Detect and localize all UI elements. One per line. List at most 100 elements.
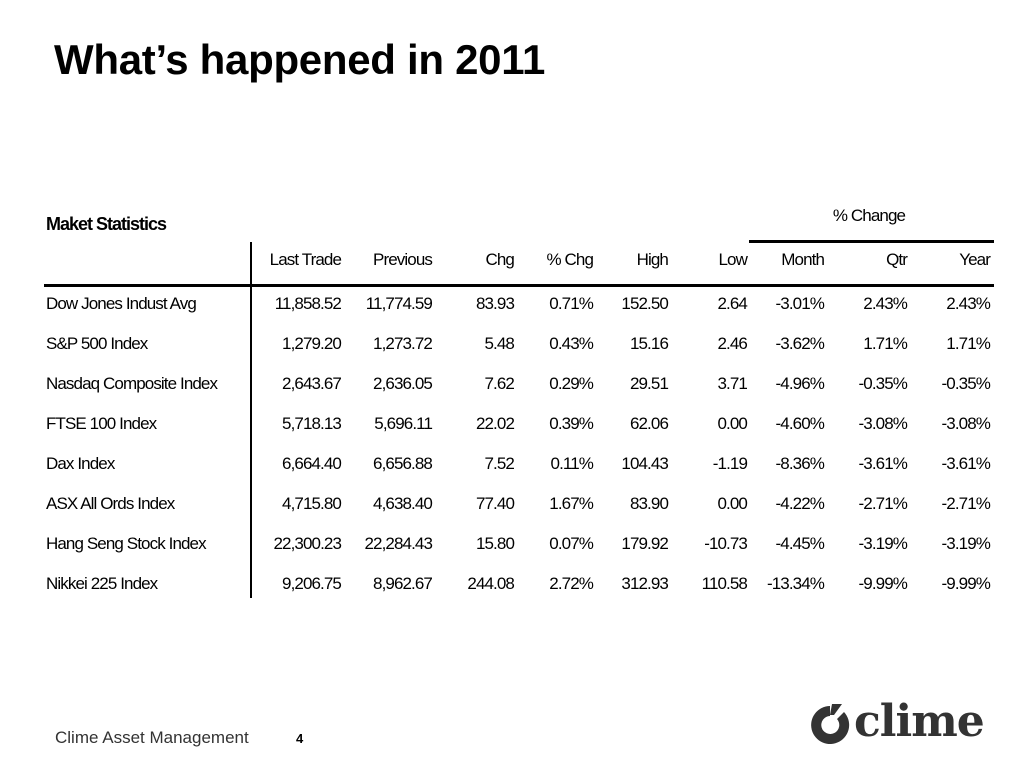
column-header: % Chg	[546, 250, 593, 269]
footer-company-name: Clime Asset Management	[55, 728, 249, 747]
table-cell: 2.43%	[863, 294, 908, 313]
column-header: Low	[718, 250, 748, 269]
table-cell: 83.90	[629, 494, 669, 513]
table-cell: 2,636.05	[373, 374, 433, 393]
table-cell: 0.00	[717, 494, 748, 513]
row-label: Hang Seng Stock Index	[46, 534, 207, 553]
table-cell: 5.48	[484, 334, 515, 353]
clime-logo-mark-icon	[811, 704, 850, 744]
table-row: S&P 500 Index 1,279.20 1,273.72 5.48 0.4…	[44, 328, 994, 368]
table-cell: -3.61%	[941, 454, 991, 473]
table-row: Nasdaq Composite Index 2,643.67 2,636.05…	[44, 368, 994, 408]
table-cell: 83.93	[475, 294, 515, 313]
table-row: Nikkei 225 Index 9,206.75 8,962.67 244.0…	[44, 568, 994, 608]
table-cell: -3.08%	[858, 414, 908, 433]
table-cell: -1.19	[712, 454, 748, 473]
table-cell: 1,273.72	[373, 334, 433, 353]
table-row: Hang Seng Stock Index 22,300.23 22,284.4…	[44, 528, 994, 568]
table-cell: 2.64	[717, 294, 748, 313]
column-header: Qtr	[886, 250, 908, 269]
percent-change-rule	[749, 240, 994, 243]
table-cell: 244.08	[467, 574, 515, 593]
table-cell: 7.52	[484, 454, 515, 473]
table-cell: -0.35%	[941, 374, 991, 393]
table-cell: 0.11%	[550, 454, 594, 473]
table-cell: 15.16	[629, 334, 669, 353]
row-label: Dow Jones Indust Avg	[46, 294, 197, 313]
table-cell: -3.62%	[775, 334, 825, 353]
row-label: Dax Index	[46, 454, 115, 473]
table-cell: 0.43%	[549, 334, 594, 353]
table-cell: 110.58	[701, 574, 748, 593]
table-cell: 1,279.20	[282, 334, 342, 353]
table-row: FTSE 100 Index 5,718.13 5,696.11 22.02 0…	[44, 408, 994, 448]
column-header: Last Trade	[269, 250, 342, 269]
table-cell: -13.34%	[766, 574, 825, 593]
table-cell: 1.71%	[863, 334, 908, 353]
clime-wordmark: clime	[854, 696, 985, 747]
row-label-divider	[250, 242, 252, 598]
table-cell: -9.99%	[858, 574, 908, 593]
table-cell: 179.92	[621, 534, 669, 553]
table-cell: 2.46	[717, 334, 748, 353]
table-cell: 2,643.67	[282, 374, 342, 393]
table-cell: 22.02	[475, 414, 515, 433]
column-header: Chg	[485, 250, 515, 269]
table-cell: 0.71%	[549, 294, 594, 313]
row-label: Nasdaq Composite Index	[46, 374, 218, 393]
row-label: FTSE 100 Index	[46, 414, 157, 433]
column-header: Previous	[373, 250, 433, 269]
table-row: ASX All Ords Index 4,715.80 4,638.40 77.…	[44, 488, 994, 528]
table-cell: 11,858.52	[274, 294, 342, 313]
table-body: Dow Jones Indust Avg 11,858.52 11,774.59…	[44, 288, 994, 608]
column-header: Month	[781, 250, 825, 269]
table-cell: 1.71%	[946, 334, 991, 353]
table-cell: -3.01%	[775, 294, 825, 313]
table-cell: 62.06	[629, 414, 669, 433]
column-header: Year	[959, 250, 991, 269]
table-cell: 0.39%	[549, 414, 594, 433]
table-cell: -3.19%	[941, 534, 991, 553]
table-cell: -2.71%	[941, 494, 991, 513]
table-cell: 2.72%	[549, 574, 594, 593]
table-cell: -3.61%	[858, 454, 908, 473]
table-cell: -4.96%	[775, 374, 825, 393]
column-header: High	[636, 250, 669, 269]
table-cell: -3.19%	[858, 534, 908, 553]
table-cell: 312.93	[621, 574, 669, 593]
table-cell: 22,284.43	[364, 534, 432, 553]
row-label: ASX All Ords Index	[46, 494, 175, 513]
percent-change-group-header: % Change	[832, 206, 906, 225]
column-headers: Last Trade Previous Chg % Chg High Low M…	[44, 250, 994, 278]
row-label: S&P 500 Index	[46, 334, 148, 353]
table-cell: 104.43	[621, 454, 669, 473]
table-cell: 0.07%	[549, 534, 594, 553]
table-cell: 7.62	[484, 374, 515, 393]
table-cell: 1.67%	[549, 494, 594, 513]
slide-title: What’s happened in 2011	[54, 36, 546, 83]
table-cell: 3.71	[717, 374, 748, 393]
table-cell: 2.43%	[946, 294, 991, 313]
table-cell: 152.50	[621, 294, 669, 313]
table-cell: 0.00	[717, 414, 748, 433]
table-cell: 15.80	[475, 534, 515, 553]
table-cell: -0.35%	[858, 374, 908, 393]
table-cell: 8,962.67	[373, 574, 433, 593]
table-cell: 0.29%	[549, 374, 594, 393]
table-cell: -9.99%	[941, 574, 991, 593]
table-cell: 4,715.80	[282, 494, 342, 513]
market-statistics-table: Maket Statistics % Change Last Trade Pre…	[44, 204, 994, 600]
table-cell: -4.45%	[775, 534, 825, 553]
table-cell: -2.71%	[858, 494, 908, 513]
page-number: 4	[296, 731, 304, 746]
table-row: Dow Jones Indust Avg 11,858.52 11,774.59…	[44, 288, 994, 328]
table-cell: 6,664.40	[282, 454, 342, 473]
header-rule	[44, 284, 994, 287]
table-cell: 9,206.75	[282, 574, 342, 593]
clime-logo: clime	[808, 696, 994, 750]
table-caption: Maket Statistics	[46, 214, 167, 234]
table-cell: 5,696.11	[374, 414, 433, 433]
table-cell: 6,656.88	[373, 454, 433, 473]
table-cell: 11,774.59	[365, 294, 433, 313]
table-cell: -3.08%	[941, 414, 991, 433]
